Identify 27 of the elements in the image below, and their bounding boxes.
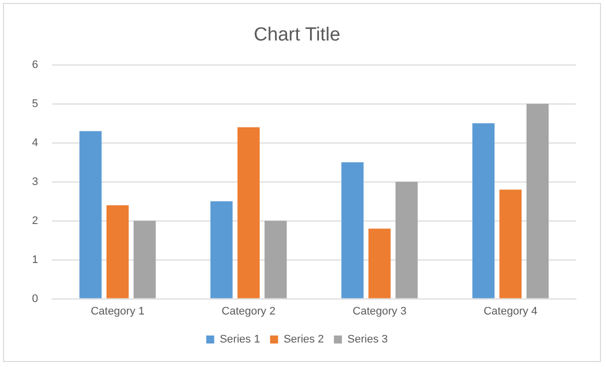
bar <box>341 162 364 298</box>
y-tick-label: 2 <box>32 214 38 227</box>
y-tick-label: 5 <box>32 98 38 110</box>
y-tick-label: 6 <box>32 58 38 71</box>
y-tick-label: 1 <box>32 254 38 266</box>
y-tick-label: 4 <box>32 136 38 149</box>
y-tick-label: 0 <box>32 292 38 305</box>
x-tick-label: Category 3 <box>352 305 406 318</box>
x-tick-label: Category 4 <box>484 305 538 318</box>
bar <box>264 220 287 298</box>
legend-label: Series 2 <box>284 334 324 346</box>
x-tick-label: Category 2 <box>222 305 276 318</box>
x-tick-label: Category 1 <box>90 305 145 318</box>
bar <box>368 228 391 298</box>
bar <box>396 182 418 298</box>
y-tick-label: 3 <box>32 176 38 188</box>
legend-label: Series 1 <box>220 334 260 346</box>
bar <box>472 123 495 298</box>
legend-label: Series 3 <box>347 334 388 346</box>
bar <box>210 201 233 298</box>
bar <box>134 220 156 298</box>
bar <box>237 127 260 298</box>
bar <box>79 131 102 298</box>
chart-title: Chart Title <box>254 24 340 46</box>
bar <box>526 104 549 298</box>
bar <box>106 205 129 298</box>
bar <box>499 190 522 298</box>
